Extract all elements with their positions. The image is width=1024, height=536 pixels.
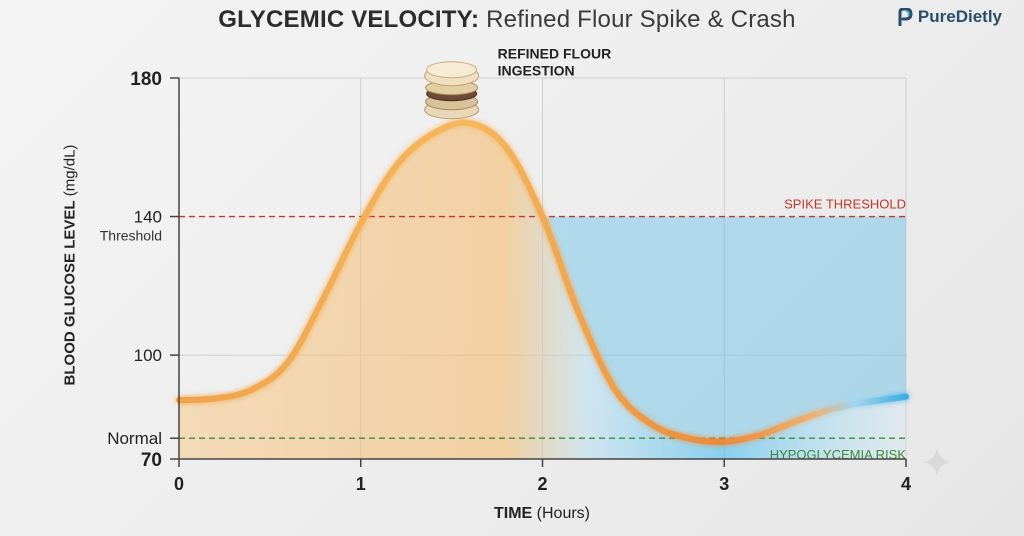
y-tick-label-4: 70 [141, 450, 162, 471]
reference-label-1: HYPOGLYCEMIA RISK [770, 447, 907, 462]
x-axis-label: TIME (Hours) [0, 505, 1024, 523]
y-tick-label-2: 100 [134, 346, 162, 365]
bread-stack-icon [424, 61, 480, 120]
x-tick-label-1: 1 [356, 474, 366, 494]
y-tick-label-0: 180 [130, 69, 162, 90]
y-tick-label-3: Normal [107, 429, 162, 448]
glucose-area-fill [179, 122, 906, 460]
sparkle-icon [923, 448, 951, 476]
x-axis-label-bold: TIME [493, 505, 533, 522]
brand-logo: PureDietly [897, 7, 1002, 27]
annotation-text-line-2: INGESTION [498, 63, 575, 79]
brand-name: PureDietly [917, 7, 1002, 26]
annotation-text-line-1: REFINED FLOUR [498, 46, 612, 62]
leaf-p-icon [898, 8, 913, 26]
chart-title: GLYCEMIC VELOCITY: Refined Flour Spike &… [0, 6, 1014, 34]
y-axis-label: BLOOD GLUCOSE LEVEL (mg/dL) [62, 145, 79, 386]
y-axis-label-unit: (mg/dL) [61, 144, 79, 197]
chart-title-rest: Refined Flour Spike & Crash [486, 6, 796, 33]
x-tick-label-2: 2 [537, 474, 547, 494]
y-tick-sublabel-1: Threshold [100, 228, 162, 244]
x-axis-ticks: 0 1 2 3 4 [174, 459, 911, 494]
crash-zone-fill [542, 216, 906, 442]
y-axis-label-bold: BLOOD GLUCOSE LEVEL [61, 200, 79, 386]
y-tick-label-1: 140 [134, 208, 162, 227]
x-tick-label-3: 3 [719, 474, 729, 494]
x-tick-label-0: 0 [174, 474, 184, 494]
x-axis-label-unit: (Hours) [536, 505, 590, 522]
chart-title-bold: GLYCEMIC VELOCITY: [218, 6, 480, 33]
reference-label-0: SPIKE THRESHOLD [784, 197, 906, 212]
glucose-series-line [176, 119, 909, 445]
x-tick-label-4: 4 [901, 474, 911, 494]
